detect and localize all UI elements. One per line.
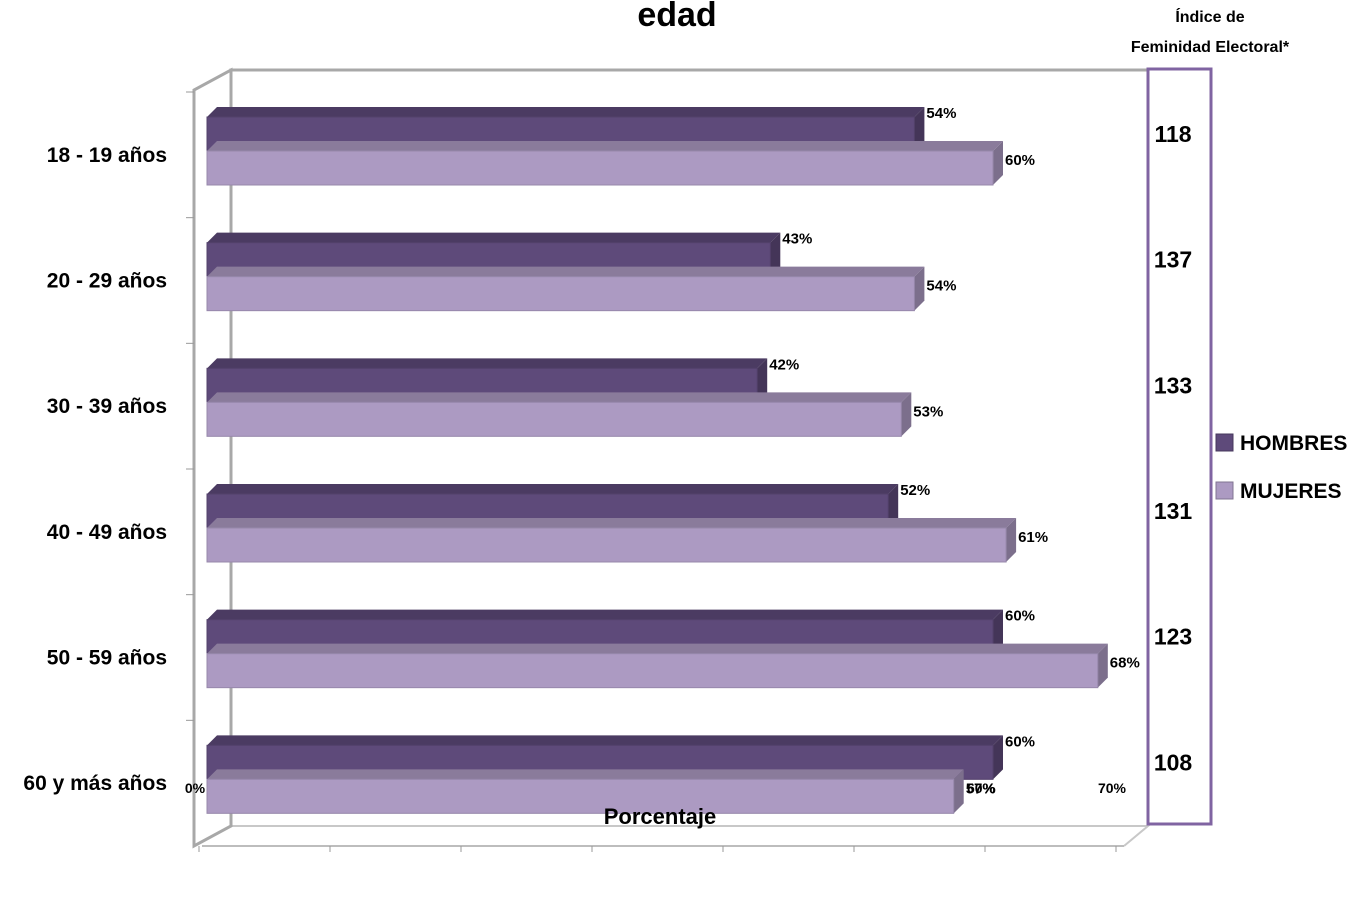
bar-side — [993, 141, 1003, 185]
category-label: 18 - 19 años — [47, 144, 167, 167]
ife-value: 123 — [1154, 624, 1192, 650]
data-label: 60% — [1005, 733, 1035, 750]
data-label: 42% — [769, 356, 799, 373]
chart-title: edad — [637, 0, 716, 34]
bar-top — [207, 769, 964, 780]
category-label: 50 - 59 años — [47, 647, 167, 670]
bar-side — [953, 769, 964, 814]
bar-side — [1097, 643, 1108, 688]
ife-value: 137 — [1154, 247, 1192, 273]
data-label: 57% — [966, 780, 996, 797]
legend-label: HOMBRES — [1240, 432, 1347, 455]
bar-side — [770, 232, 781, 277]
x-tick-label: 60% — [967, 780, 996, 796]
bar-top — [207, 232, 781, 243]
floor-edge — [231, 825, 1151, 847]
ife-title-line2: Feminidad Electoral* — [1131, 39, 1290, 56]
data-label: 60% — [1005, 152, 1035, 169]
bar-mujeres — [206, 276, 915, 312]
ife-title-line1: Índice de — [1175, 7, 1244, 26]
bar-side — [993, 609, 1003, 654]
bar-top — [207, 484, 899, 494]
category-label: 20 - 29 años — [47, 270, 167, 293]
bar-mujeres — [206, 150, 994, 186]
ife-value: 108 — [1154, 749, 1193, 775]
bar-top — [207, 609, 1003, 620]
data-label: 60% — [1005, 608, 1035, 625]
data-label: 52% — [900, 482, 930, 499]
data-label: 43% — [782, 231, 812, 248]
category-label: 30 - 39 años — [47, 395, 167, 418]
data-label: 53% — [913, 403, 943, 420]
bar-top — [207, 735, 1003, 746]
data-label: 61% — [1018, 529, 1048, 546]
bar-mujeres — [206, 401, 902, 437]
bars — [206, 107, 1108, 814]
bar-side — [888, 484, 899, 528]
bar-mujeres — [206, 527, 1007, 563]
bar-side — [901, 392, 912, 437]
bar-top — [207, 141, 1003, 151]
bar-mujeres — [206, 778, 955, 814]
legend-swatch — [1215, 433, 1234, 452]
legend-label: MUJERES — [1240, 480, 1342, 503]
ife-value: 133 — [1154, 372, 1192, 398]
category-label: 40 - 49 años — [47, 521, 167, 544]
ife-border — [1146, 67, 1213, 826]
plot-frame — [192, 67, 1151, 849]
x-tick-label: 0% — [185, 780, 206, 796]
bar-side — [993, 735, 1003, 780]
bar-mujeres — [206, 653, 1099, 689]
bar-side — [914, 107, 925, 151]
legend-swatch — [1215, 481, 1234, 500]
bar-top — [207, 392, 912, 403]
ife-value: 118 — [1154, 121, 1191, 147]
data-label: 68% — [1110, 655, 1140, 672]
bar-top — [207, 518, 1017, 528]
data-labels: 54%60%43%54%42%53%52%61%60%68%60%57% — [769, 105, 1140, 797]
bar-top — [207, 266, 925, 277]
side-wall — [192, 67, 233, 849]
data-label: 54% — [926, 278, 956, 295]
bar-top — [207, 107, 925, 117]
category-labels: 18 - 19 años 20 - 29 años 30 - 39 años 40 -… — [23, 91, 194, 795]
x-tick-label: 70% — [1098, 780, 1127, 796]
bar-side — [757, 358, 768, 403]
bar-top — [207, 358, 768, 369]
data-label: 54% — [926, 105, 956, 122]
category-label: 60 y más años — [23, 772, 167, 795]
bar-side — [914, 266, 925, 311]
ife-value: 131 — [1154, 498, 1193, 524]
feminity-index-panel: Índice de Feminidad Electoral* 118 137 133… — [1131, 7, 1290, 826]
x-axis-label: Porcentaje — [604, 804, 717, 829]
legend: HOMBRES MUJERES — [1215, 432, 1347, 503]
bar-side — [1006, 518, 1017, 562]
bar-top — [207, 643, 1108, 654]
